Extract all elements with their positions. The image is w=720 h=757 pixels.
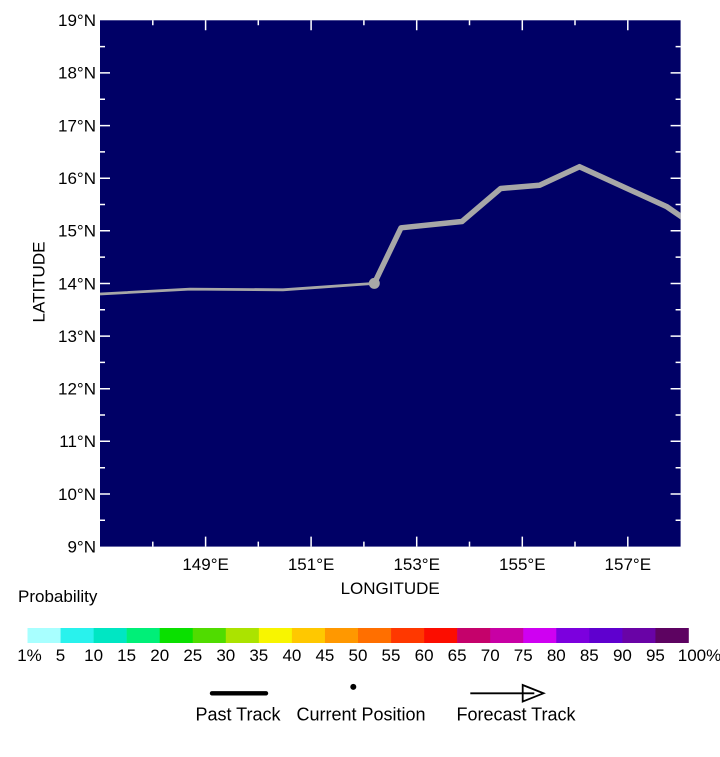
svg-text:80: 80 [547, 646, 566, 665]
svg-text:90: 90 [613, 646, 632, 665]
svg-text:18°N: 18°N [58, 64, 96, 83]
svg-text:85: 85 [580, 646, 599, 665]
svg-text:16°N: 16°N [58, 169, 96, 188]
svg-text:17°N: 17°N [58, 116, 96, 135]
svg-text:5: 5 [56, 646, 65, 665]
svg-text:50: 50 [349, 646, 368, 665]
svg-text:11°N: 11°N [59, 432, 96, 451]
svg-text:30: 30 [216, 646, 235, 665]
svg-text:10°N: 10°N [58, 485, 96, 504]
svg-text:19°N: 19°N [58, 11, 96, 30]
svg-text:60: 60 [415, 646, 434, 665]
svg-text:45: 45 [315, 646, 334, 665]
svg-text:LATITUDE: LATITUDE [30, 242, 49, 323]
svg-text:15: 15 [117, 646, 136, 665]
svg-text:20: 20 [150, 646, 169, 665]
svg-text:40: 40 [282, 646, 301, 665]
svg-text:25: 25 [183, 646, 202, 665]
svg-text:151°E: 151°E [288, 555, 335, 574]
svg-text:15°N: 15°N [58, 222, 96, 241]
svg-text:10: 10 [84, 646, 103, 665]
svg-text:155°E: 155°E [499, 555, 546, 574]
svg-text:LONGITUDE: LONGITUDE [341, 579, 440, 598]
svg-text:1%: 1% [17, 646, 42, 665]
svg-text:Probability: Probability [18, 587, 98, 606]
svg-text:9°N: 9°N [67, 537, 96, 556]
svg-text:55: 55 [382, 646, 401, 665]
svg-text:149°E: 149°E [182, 555, 229, 574]
svg-text:95: 95 [646, 646, 665, 665]
svg-text:157°E: 157°E [605, 555, 652, 574]
svg-text:13°N: 13°N [58, 327, 96, 346]
svg-text:100%: 100% [678, 646, 720, 665]
svg-text:12°N: 12°N [58, 380, 96, 399]
svg-text:153°E: 153°E [393, 555, 440, 574]
svg-text:35: 35 [249, 646, 268, 665]
svg-text:75: 75 [514, 646, 533, 665]
svg-text:14°N: 14°N [58, 274, 96, 293]
svg-text:Forecast Track: Forecast Track [456, 705, 576, 725]
svg-text:Past Track: Past Track [195, 705, 281, 725]
svg-text:70: 70 [481, 646, 500, 665]
svg-text:65: 65 [448, 646, 467, 665]
svg-text:Current Position: Current Position [296, 705, 425, 725]
